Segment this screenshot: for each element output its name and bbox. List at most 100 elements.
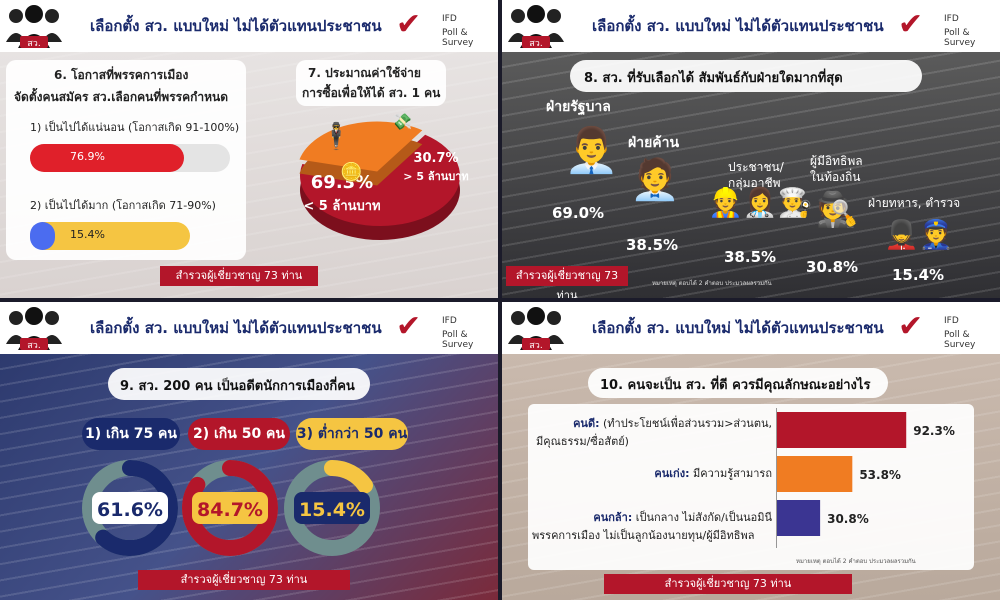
q10-item-2-line1: คนเก่ง: มีความรู้สามารถ <box>654 467 772 480</box>
panel-body: 6. โอกาสที่พรรคการเมือง จัดตั้งคนสมัคร ส… <box>0 52 498 298</box>
q6-title: 6. โอกาสที่พรรคการเมือง <box>54 68 189 82</box>
q6-value-2: 15.4% <box>70 228 105 241</box>
panel-header: สว. เลือกตั้ง สว. แบบใหม่ ไม่ได้ตัวแทนปร… <box>0 302 498 354</box>
group-label-military: ฝ่ายทหาร, ตำรวจ <box>868 196 961 210</box>
pie-value-1: 69.3% <box>311 172 373 193</box>
brand-line2: Poll & Survey <box>442 330 474 350</box>
brand-line2: Poll & Survey <box>944 28 976 48</box>
donut-value-box-3 <box>294 492 370 524</box>
people-group-icon: 👷👩‍⚕️👨‍🍳 <box>708 186 813 219</box>
group-label-people-1: ประชาชน/ <box>728 160 784 174</box>
q10-value-1: 92.3% <box>913 424 955 438</box>
page-title: เลือกตั้ง สว. แบบใหม่ ไม่ได้ตัวแทนประชาช… <box>90 17 382 35</box>
footer-badge: สำรวจผู้เชี่ยวชาญ 73 ท่าน <box>138 570 350 590</box>
q6-bar-track-1: 76.9% <box>30 144 230 172</box>
senator-logo-icon: สว. <box>508 307 564 351</box>
senator-logo-icon: สว. <box>508 5 564 49</box>
group-label-opposition: ฝ่ายค้าน <box>628 135 680 151</box>
pie-value-2: 30.7% <box>413 151 458 166</box>
money-icon: 💸 <box>392 112 412 131</box>
q9-title-card: 9. สว. 200 คน เป็นอดีตนักการเมืองกี่คน <box>108 368 370 400</box>
ifd-brand: ✔ IFD Poll & Survey <box>396 308 492 351</box>
group-label-influential-2: ในท้องถิ่น <box>810 170 861 184</box>
q10-bar-2 <box>777 456 853 492</box>
gold-coins-icon: 🪙 <box>340 162 363 183</box>
brand-line2: Poll & Survey <box>442 28 474 48</box>
ifd-brand: ✔ IFD Poll & Survey <box>898 6 994 49</box>
panel-body: 8. สว. ที่รับเลือกได้ สัมพันธ์กับฝ่ายใดม… <box>502 52 1000 298</box>
brand-line1: IFD <box>944 316 959 326</box>
q10-item-1-line2: มีคุณธรรม/ซื่อสัตย์) <box>536 435 629 448</box>
q8-value-4: 30.8% <box>806 258 859 276</box>
q6-bar-1 <box>30 144 184 172</box>
q8-value-1: 69.0% <box>552 204 605 222</box>
q10-title-card: 10. คนจะเป็น สว. ที่ดี ควรมีคุณลักษณะอย่… <box>588 368 888 398</box>
q10-item-1-line1: คนดี: (ทำประโยชน์เพื่อส่วนรวม>ส่วนตน, <box>573 417 772 430</box>
checkmark-icon: ✔ <box>396 309 422 344</box>
brand-line1: IFD <box>944 14 959 24</box>
panel-header: สว. เลือกตั้ง สว. แบบใหม่ ไม่ได้ตัวแทนปร… <box>502 302 1000 354</box>
q10-chart-card: คนดี: (ทำประโยชน์เพื่อส่วนรวม>ส่วนตน, มี… <box>528 404 974 570</box>
q10-value-3: 30.8% <box>827 512 869 526</box>
source-note: หมายเหตุ ตอบได้ 2 คำตอบ ประมวลผลรวมกัน <box>796 558 916 565</box>
businessman-icon: 🕴 <box>320 122 353 152</box>
panel-header: สว. เลือกตั้ง สว. แบบใหม่ ไม่ได้ตัวแทนปร… <box>0 0 498 52</box>
senator-logo-icon: สว. <box>6 5 62 49</box>
q10-value-2: 53.8% <box>859 468 901 482</box>
q10-item-3-line1: คนกล้า: เป็นกลาง ไม่สังกัด/เป็นนอมินี <box>593 511 772 524</box>
donut-value-2: 84.7% <box>197 499 263 521</box>
page-title: เลือกตั้ง สว. แบบใหม่ ไม่ได้ตัวแทนประชาช… <box>592 319 884 337</box>
q8-value-5: 15.4% <box>892 266 945 284</box>
checkmark-icon: ✔ <box>898 7 924 42</box>
panel-body: 9. สว. 200 คน เป็นอดีตนักการเมืองกี่คน 1… <box>0 354 498 600</box>
shadow-figure-icon: 🕵 <box>816 190 859 230</box>
q6-bar-track-2: 15.4% <box>30 222 190 250</box>
pie-label-2: > 5 ล้านบาท <box>403 170 468 183</box>
q6-card: 6. โอกาสที่พรรคการเมือง จัดตั้งคนสมัคร ส… <box>6 60 246 260</box>
q6-category-2: 2) เป็นไปได้มาก (โอกาสเกิด 71-90%) <box>30 199 216 212</box>
q10-bar-3 <box>777 500 821 536</box>
panel-q6-q7: สว. เลือกตั้ง สว. แบบใหม่ ไม่ได้ตัวแทนปร… <box>0 0 498 298</box>
q6-category-1: 1) เป็นไปได้แน่นอน (โอกาสเกิด 91-100%) <box>30 121 240 134</box>
q9-category-2: 2) เกิน 50 คน <box>188 418 290 450</box>
q9-category-3: 3) ต่ำกว่า 50 คน <box>296 418 408 450</box>
group-label-people-2: กลุ่มอาชีพ <box>728 176 781 190</box>
brand-line1: IFD <box>442 14 457 24</box>
donut-value-box-2 <box>192 492 268 524</box>
q9-category-1: 1) เกิน 75 คน <box>82 418 180 450</box>
military-police-icon: 💂👮 <box>884 218 954 251</box>
q7-pie-chart: 69.3% < 5 ล้านบาท 30.7% > 5 ล้านบาท <box>299 121 469 240</box>
donut-value-1: 61.6% <box>97 499 163 521</box>
footer-badge: สำรวจผู้เชี่ยวชาญ 73 ท่าน <box>604 574 852 594</box>
donut-arc-1 <box>82 460 178 556</box>
q8-value-3: 38.5% <box>724 248 777 266</box>
pie-slice-2 <box>299 121 423 172</box>
group-label-influential-1: ผู้มีอิทธิพล <box>810 154 863 168</box>
q8-value-2: 38.5% <box>626 236 679 254</box>
government-person-icon: 👨‍💼 <box>564 125 619 176</box>
q10-bar-chart: 92.3% 53.8% 30.8% <box>776 408 955 548</box>
pie-label-1: < 5 ล้านบาท <box>303 198 380 214</box>
donut-value-box-1 <box>92 492 168 524</box>
logo-label: สว. <box>529 39 542 49</box>
source-note: หมายเหตุ ตอบได้ 2 คำตอบ ประมวลผลรวมกัน <box>652 280 772 287</box>
q10-item-3-line2: พรรคการเมือง ไม่เป็นลูกน้องนายทุน/ผู้มีอ… <box>532 529 755 542</box>
page-title: เลือกตั้ง สว. แบบใหม่ ไม่ได้ตัวแทนประชาช… <box>90 319 382 337</box>
panel-q8: สว. เลือกตั้ง สว. แบบใหม่ ไม่ได้ตัวแทนปร… <box>502 0 1000 298</box>
q9-donut-charts: 61.6% 84.7% 15.4% <box>82 460 380 556</box>
opposition-person-icon: 🧑‍💼 <box>630 157 680 203</box>
footer-badge: สำรวจผู้เชี่ยวชาญ 73 ท่าน <box>506 266 628 298</box>
q7-subtitle: การซื้อเพื่อให้ได้ สว. 1 คน <box>302 86 441 100</box>
brand-line2: Poll & Survey <box>944 330 976 350</box>
panel-q9: สว. เลือกตั้ง สว. แบบใหม่ ไม่ได้ตัวแทนปร… <box>0 302 498 600</box>
checkmark-icon: ✔ <box>898 309 924 344</box>
donut-arc-2 <box>182 460 278 556</box>
q9-title: 9. สว. 200 คน เป็นอดีตนักการเมืองกี่คน <box>120 379 355 394</box>
q6-subtitle: จัดตั้งคนสมัคร สว.เลือกคนที่พรรคกำหนด <box>14 90 229 104</box>
panel-header: สว. เลือกตั้ง สว. แบบใหม่ ไม่ได้ตัวแทนปร… <box>502 0 1000 52</box>
brand-line1: IFD <box>442 316 457 326</box>
logo-label: สว. <box>529 341 542 351</box>
group-label-government: ฝ่ายรัฐบาล <box>546 99 611 115</box>
page-title: เลือกตั้ง สว. แบบใหม่ ไม่ได้ตัวแทนประชาช… <box>592 17 884 35</box>
senator-logo-icon: สว. <box>6 307 62 351</box>
